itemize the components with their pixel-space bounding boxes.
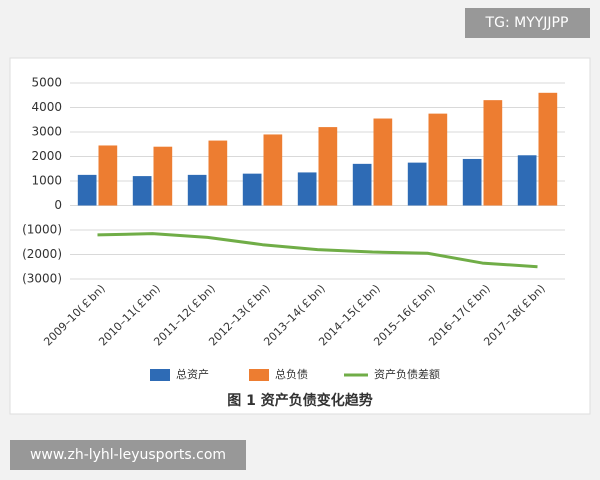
y-tick-label: 2000 <box>31 149 62 163</box>
bar <box>428 113 448 206</box>
y-tick-label: (1000) <box>22 223 62 237</box>
bar <box>297 172 317 206</box>
bar <box>352 163 372 206</box>
legend-swatch <box>150 369 170 381</box>
line <box>97 232 538 269</box>
bar <box>153 146 173 206</box>
watermark: www.zh-lyhl-leyusports.com <box>30 447 226 463</box>
bar <box>98 145 118 206</box>
y-tick-label: (3000) <box>22 272 62 286</box>
chart-card <box>9 57 591 415</box>
bar <box>462 158 482 206</box>
bar <box>263 134 283 206</box>
chart-title: 图 1 资产负债变化趋势 <box>227 392 373 409</box>
bar <box>407 162 427 206</box>
bar <box>538 92 558 206</box>
bar <box>242 173 262 206</box>
bar <box>187 174 207 206</box>
y-tick-label: 0 <box>54 198 62 212</box>
bar <box>318 127 338 206</box>
legend-swatch <box>249 369 269 381</box>
y-tick-label: 4000 <box>31 100 62 114</box>
watermark: TG: MYYJJPP <box>485 15 569 31</box>
bar <box>208 140 228 206</box>
y-tick-label: 3000 <box>31 125 62 139</box>
legend-label: 资产负债差额 <box>374 367 440 381</box>
bar <box>373 118 393 206</box>
y-tick-label: 1000 <box>31 174 62 188</box>
watermark-box <box>465 8 590 38</box>
bar <box>517 155 537 206</box>
y-tick-label: (2000) <box>22 247 62 261</box>
legend-label: 总资产 <box>176 367 209 381</box>
watermark-box <box>10 440 246 470</box>
bar <box>77 174 97 206</box>
bar <box>132 176 152 206</box>
legend-label: 总负债 <box>275 367 308 381</box>
y-tick-label: 5000 <box>31 76 62 90</box>
bar <box>483 100 503 206</box>
